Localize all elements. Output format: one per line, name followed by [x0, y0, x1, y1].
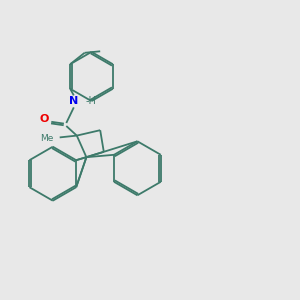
Text: N: N	[69, 96, 78, 106]
Text: -H: -H	[85, 96, 96, 106]
Text: O: O	[39, 114, 49, 124]
Text: Me: Me	[40, 134, 54, 142]
